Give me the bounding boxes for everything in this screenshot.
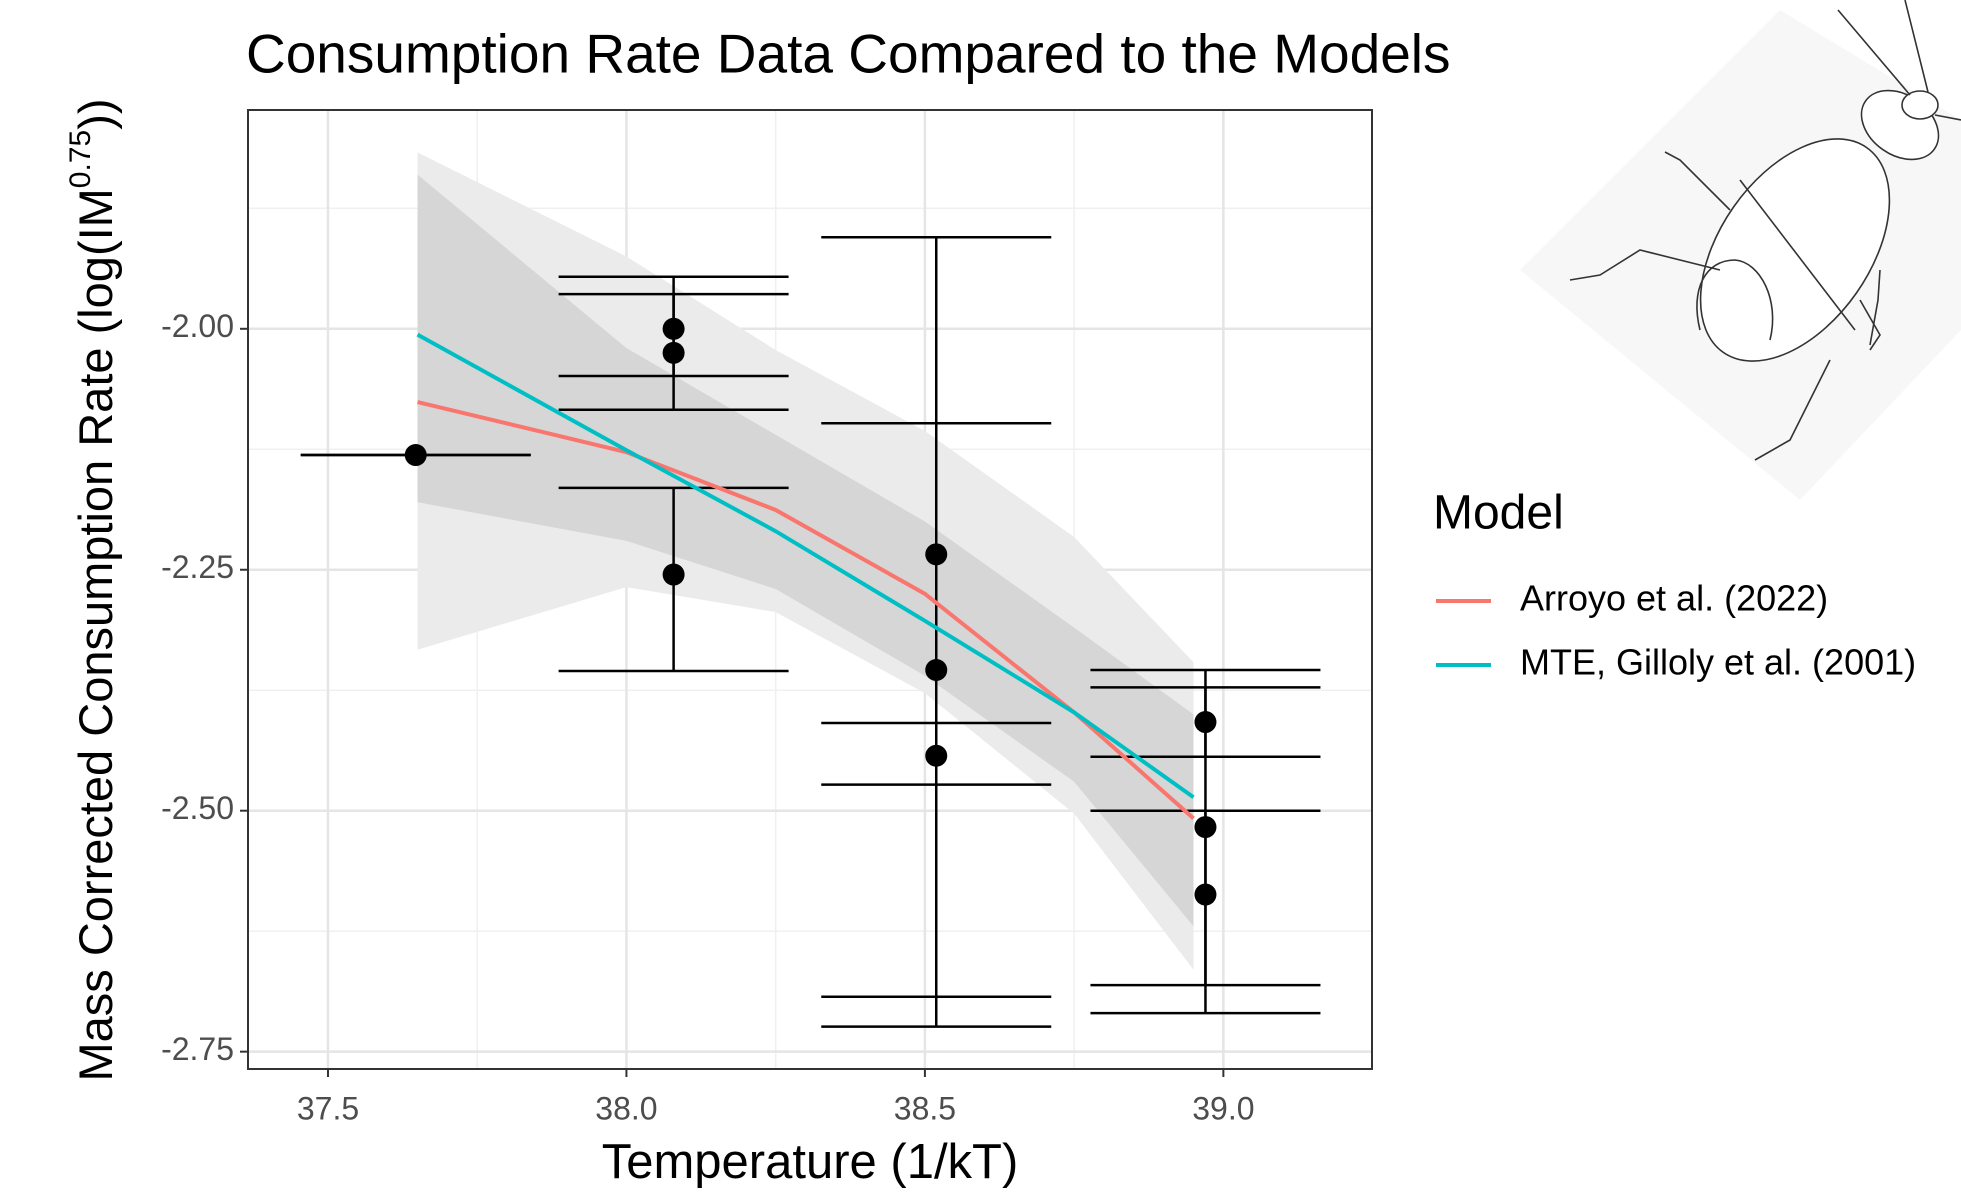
legend-title: Model — [1433, 487, 1564, 540]
data-point — [1194, 816, 1217, 839]
model-line — [416, 332, 1195, 799]
beetle-illustration — [1520, 0, 1961, 500]
x-tick-label: 37.5 — [297, 1090, 359, 1126]
y-axis-title: Mass Corrected Consumption Rate (log(IM0… — [64, 98, 123, 1081]
data-point — [925, 658, 948, 681]
legend-label: Arroyo et al. (2022) — [1520, 578, 1828, 619]
x-tick-label: 38.0 — [595, 1090, 657, 1126]
model-line — [417, 400, 1195, 820]
y-axis-title-part: )) — [69, 98, 122, 129]
data-point — [925, 543, 948, 566]
data-point — [1194, 883, 1217, 906]
plot-border — [247, 109, 1373, 1070]
y-tick-label: -2.50 — [161, 790, 234, 826]
data-point — [404, 444, 427, 467]
data-point — [662, 563, 685, 586]
y-tick-label: -2.00 — [161, 308, 234, 344]
data-point — [925, 744, 948, 767]
data-point — [662, 317, 685, 340]
chart-title: Consumption Rate Data Compared to the Mo… — [246, 23, 1451, 85]
y-tick-label: -2.25 — [161, 549, 234, 585]
legend-label: MTE, Gilloly et al. (2001) — [1520, 642, 1916, 683]
x-axis-title: Temperature (1/kT) — [602, 1135, 1019, 1189]
x-tick-label: 39.0 — [1192, 1090, 1254, 1126]
y-tick-label: -2.75 — [161, 1031, 234, 1067]
x-tick-label: 38.5 — [894, 1090, 956, 1126]
data-point — [662, 341, 685, 364]
y-axis-title-part: 0.75 — [64, 130, 97, 188]
data-point — [1194, 711, 1217, 734]
y-axis-title-part: Mass Corrected Consumption Rate (log(IM — [69, 188, 122, 1081]
